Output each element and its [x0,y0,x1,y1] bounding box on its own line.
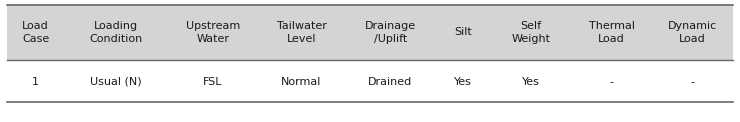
Text: Silt: Silt [454,27,471,37]
Text: Yes: Yes [522,77,540,87]
Text: Dynamic
Load: Dynamic Load [667,21,717,44]
Text: 1: 1 [32,77,39,87]
Text: Yes: Yes [454,77,471,87]
Text: Drained: Drained [368,77,412,87]
Text: Normal: Normal [281,77,322,87]
Text: Self
Weight: Self Weight [511,21,551,44]
Text: FSL: FSL [203,77,223,87]
Text: Usual (N): Usual (N) [90,77,142,87]
Text: Tailwater
Level: Tailwater Level [277,21,326,44]
Text: Drainage
/Uplift: Drainage /Uplift [365,21,416,44]
Text: -: - [610,77,613,87]
Text: Loading
Condition: Loading Condition [90,21,143,44]
FancyBboxPatch shape [7,5,733,60]
Text: Load
Case: Load Case [22,21,50,44]
Text: Thermal
Load: Thermal Load [589,21,635,44]
Text: Upstream
Water: Upstream Water [186,21,240,44]
Text: -: - [690,77,694,87]
